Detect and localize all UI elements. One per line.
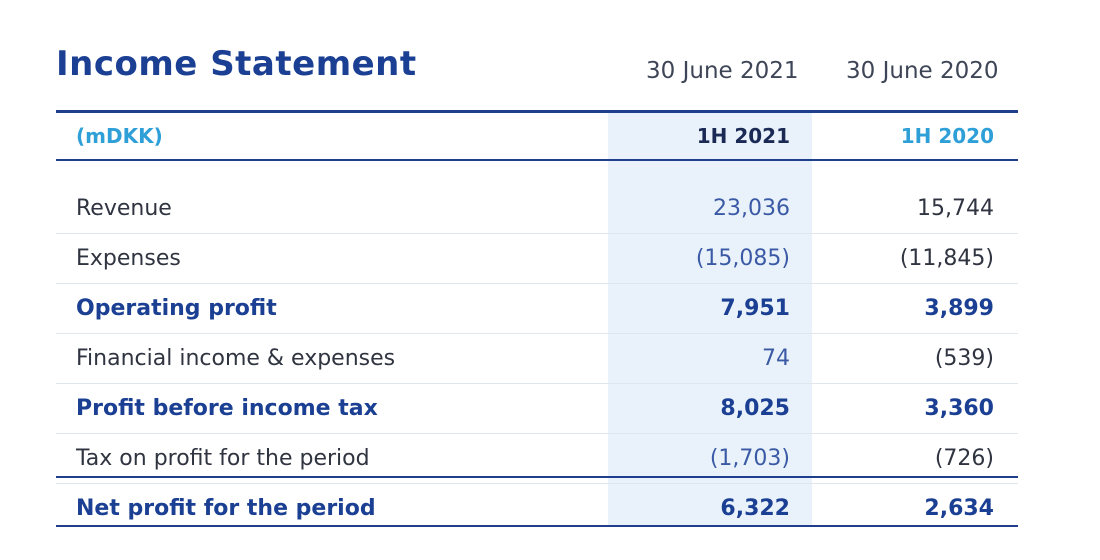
table-row-subtotal: Operating profit 7,951 3,899: [56, 284, 1018, 334]
row-label: Net profit for the period: [76, 496, 376, 521]
header-rule: [56, 159, 1018, 161]
value-1h-2020: 3,899: [924, 296, 994, 321]
table-top-rule: [56, 110, 1018, 113]
value-1h-2021: (15,085): [695, 246, 790, 271]
value-1h-2021: 7,951: [720, 296, 790, 321]
row-label: Financial income & expenses: [76, 346, 396, 371]
row-label: Operating profit: [76, 296, 277, 321]
page-title: Income Statement: [56, 44, 417, 84]
value-1h-2021: 6,322: [720, 496, 790, 521]
value-1h-2020: (11,845): [899, 246, 994, 271]
value-1h-2021: 74: [762, 346, 790, 371]
value-1h-2021: (1,703): [709, 446, 790, 471]
value-1h-2021: 23,036: [713, 196, 790, 221]
net-profit-rule: [56, 476, 1018, 478]
column-header-1h-2021: 1H 2021: [696, 124, 790, 148]
row-label: Revenue: [76, 196, 172, 221]
value-1h-2021: 8,025: [720, 396, 790, 421]
column-header-1h-2020: 1H 2020: [900, 124, 994, 148]
table-row: Revenue 23,036 15,744: [56, 184, 1018, 234]
value-1h-2020: (539): [934, 346, 994, 371]
table-row-total: Net profit for the period 6,322 2,634: [56, 484, 1018, 533]
current-period-column-highlight: [608, 110, 812, 527]
row-label: Expenses: [76, 246, 181, 271]
table-row: Expenses (15,085) (11,845): [56, 234, 1018, 284]
table-row-subtotal: Profit before income tax 8,025 3,360: [56, 384, 1018, 434]
header-date-2020: 30 June 2020: [846, 58, 999, 84]
row-label: Tax on profit for the period: [76, 446, 370, 471]
value-1h-2020: 2,634: [924, 496, 994, 521]
table-bottom-rule: [56, 525, 1018, 527]
row-label: Profit before income tax: [76, 396, 378, 421]
header-date-2021: 30 June 2021: [646, 58, 799, 84]
value-1h-2020: 15,744: [917, 196, 994, 221]
value-1h-2020: 3,360: [924, 396, 994, 421]
unit-label: (mDKK): [76, 124, 163, 148]
table-body: Revenue 23,036 15,744 Expenses (15,085) …: [56, 184, 1018, 533]
table-header-row: (mDKK) 1H 2021 1H 2020: [56, 113, 1018, 159]
table-row: Tax on profit for the period (1,703) (72…: [56, 434, 1018, 484]
value-1h-2020: (726): [934, 446, 994, 471]
table-row: Financial income & expenses 74 (539): [56, 334, 1018, 384]
